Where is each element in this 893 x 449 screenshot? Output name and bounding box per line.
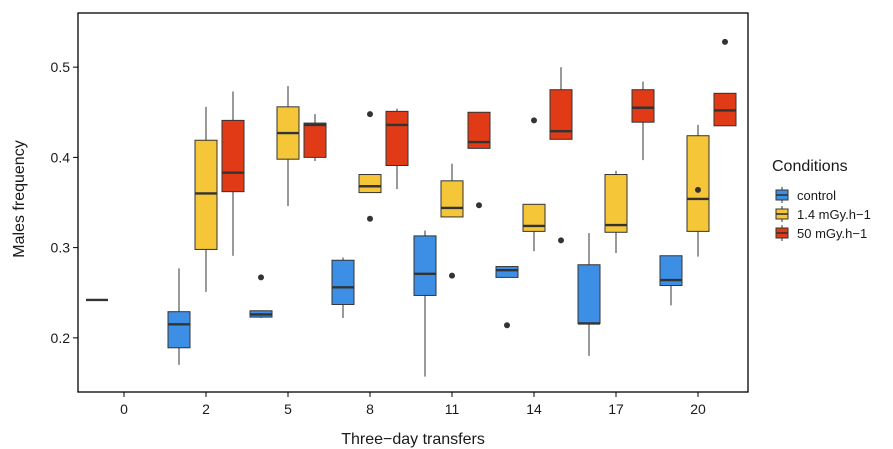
box (631, 89, 655, 123)
outlier-point (367, 111, 373, 118)
legend: Conditions control 1.4 mGy.h−1 50 mGy.h−1 (772, 158, 871, 241)
plot-frame (77, 12, 749, 393)
box (331, 259, 355, 305)
box (604, 174, 628, 233)
x-tick-label: 8 (366, 401, 374, 417)
x-tick-label: 20 (690, 401, 706, 417)
x-tick-label: 5 (284, 401, 292, 417)
box (577, 264, 601, 324)
y-tick-label: 0.3 (51, 240, 71, 256)
outlier-point (531, 117, 537, 124)
outlier-point (367, 215, 373, 222)
box (686, 135, 710, 232)
box (549, 89, 573, 140)
outlier-point (449, 272, 455, 279)
y-tick-label: 0.5 (51, 59, 71, 75)
box (659, 255, 683, 287)
outlier-point (258, 274, 264, 281)
legend-item: 50 mGy.h−1 (775, 225, 867, 241)
x-tick-label: 17 (608, 401, 624, 417)
box (440, 180, 464, 218)
box (358, 174, 382, 194)
legend-label: 1.4 mGy.h−1 (797, 207, 871, 222)
x-tick-label: 0 (120, 401, 128, 417)
outlier-point (504, 322, 510, 329)
x-tick-label: 11 (445, 401, 460, 417)
legend-item: control (775, 187, 836, 203)
box (495, 266, 519, 278)
series-1 (194, 86, 710, 292)
box (522, 203, 546, 232)
box (194, 139, 218, 250)
x-tick-label: 2 (202, 401, 210, 417)
box (221, 119, 245, 193)
x-tick-label: 14 (526, 401, 542, 417)
box (303, 122, 327, 158)
legend-title: Conditions (772, 158, 848, 175)
axes: 0.2 0.3 0.4 0.5 0 2 5 8 11 14 17 20 (51, 12, 749, 417)
series-2 (221, 38, 737, 256)
plot-area (86, 38, 737, 377)
outlier-point (476, 202, 482, 209)
x-axis-title: Three−day transfers (341, 431, 485, 448)
box (385, 110, 409, 167)
box (467, 111, 491, 149)
legend-label: control (797, 188, 836, 203)
outlier-point (722, 38, 728, 45)
box (413, 235, 437, 296)
y-tick-label: 0.2 (51, 330, 71, 346)
y-tick-label: 0.4 (51, 149, 71, 165)
series-0 (86, 230, 683, 377)
outlier-point (695, 186, 701, 193)
box (167, 311, 191, 349)
legend-item: 1.4 mGy.h−1 (775, 206, 871, 222)
outlier-point (558, 237, 564, 244)
legend-label: 50 mGy.h−1 (797, 226, 867, 241)
y-axis-title: Males frequency (11, 140, 28, 257)
